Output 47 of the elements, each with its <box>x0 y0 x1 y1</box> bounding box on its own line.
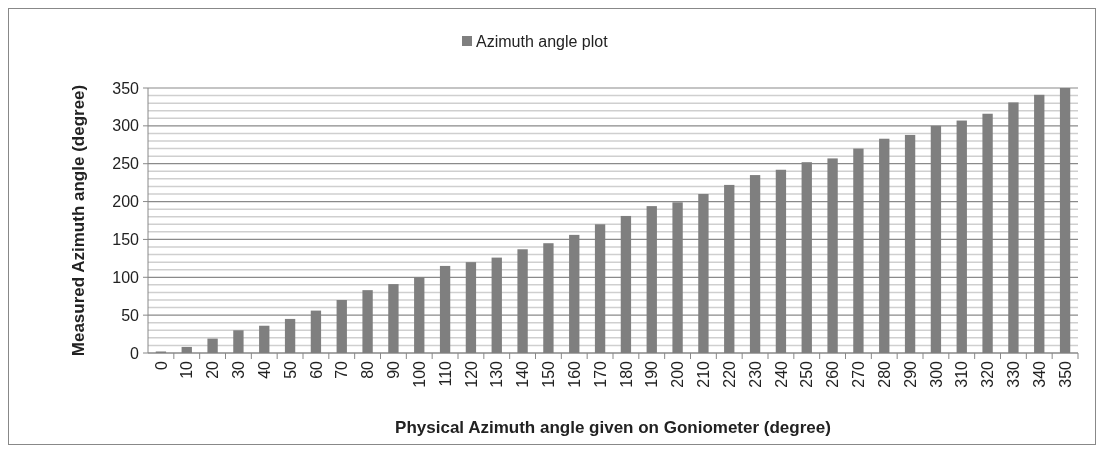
x-tick-label: 300 <box>927 360 945 388</box>
x-tick-label: 340 <box>1030 360 1048 388</box>
x-tick-label: 160 <box>565 360 583 388</box>
x-tick-label: 230 <box>746 360 764 388</box>
x-tick-label: 220 <box>720 360 738 388</box>
x-tick-label: 290 <box>901 360 919 388</box>
x-tick-label: 200 <box>669 360 687 388</box>
x-tick-label: 40 <box>255 360 273 379</box>
x-tick-label: 180 <box>617 360 635 388</box>
x-tick-label: 130 <box>488 360 506 388</box>
x-tick-label: 20 <box>204 360 222 379</box>
x-tick-label: 10 <box>178 360 196 379</box>
x-tick-label: 120 <box>462 360 480 388</box>
x-tick-label: 100 <box>410 360 428 388</box>
y-tick-label: 100 <box>112 268 140 286</box>
x-tick-label: 110 <box>436 360 454 387</box>
y-tick-label: 350 <box>112 79 140 97</box>
x-tick-label: 80 <box>359 360 377 379</box>
y-tick-label: 300 <box>112 117 140 135</box>
x-tick-label: 250 <box>798 360 816 388</box>
x-tick-label: 260 <box>824 360 842 388</box>
x-tick-label: 190 <box>643 360 661 388</box>
x-tick-label: 350 <box>1056 360 1074 388</box>
x-tick-label: 50 <box>281 360 299 379</box>
x-tick-label: 150 <box>540 360 558 388</box>
y-tick-label: 150 <box>112 231 140 249</box>
y-tick-label: 200 <box>112 193 140 211</box>
y-tick-label: 0 <box>130 344 140 362</box>
x-tick-label: 270 <box>850 360 868 388</box>
x-tick-label: 330 <box>1005 360 1023 388</box>
x-tick-label: 320 <box>979 360 997 388</box>
y-axis-title: Measured Azimuth angle (degree) <box>69 84 88 357</box>
y-tick-label: 50 <box>121 306 140 324</box>
x-tick-label: 280 <box>875 360 893 388</box>
x-tick-label: 140 <box>514 360 532 388</box>
x-tick-label: 310 <box>953 360 971 388</box>
legend-label: Azimuth angle plot <box>476 32 609 50</box>
y-tick-label: 250 <box>112 155 140 173</box>
x-tick-label: 70 <box>333 360 351 379</box>
x-tick-label: 30 <box>230 360 248 379</box>
x-tick-label: 170 <box>591 360 609 388</box>
x-tick-label: 0 <box>152 360 170 370</box>
x-tick-label: 90 <box>385 360 403 379</box>
x-tick-label: 60 <box>307 360 325 379</box>
x-tick-label: 240 <box>772 360 790 388</box>
x-tick-label: 210 <box>695 360 713 388</box>
x-axis-title: Physical Azimuth angle given on Goniometer (degree) <box>395 418 831 437</box>
